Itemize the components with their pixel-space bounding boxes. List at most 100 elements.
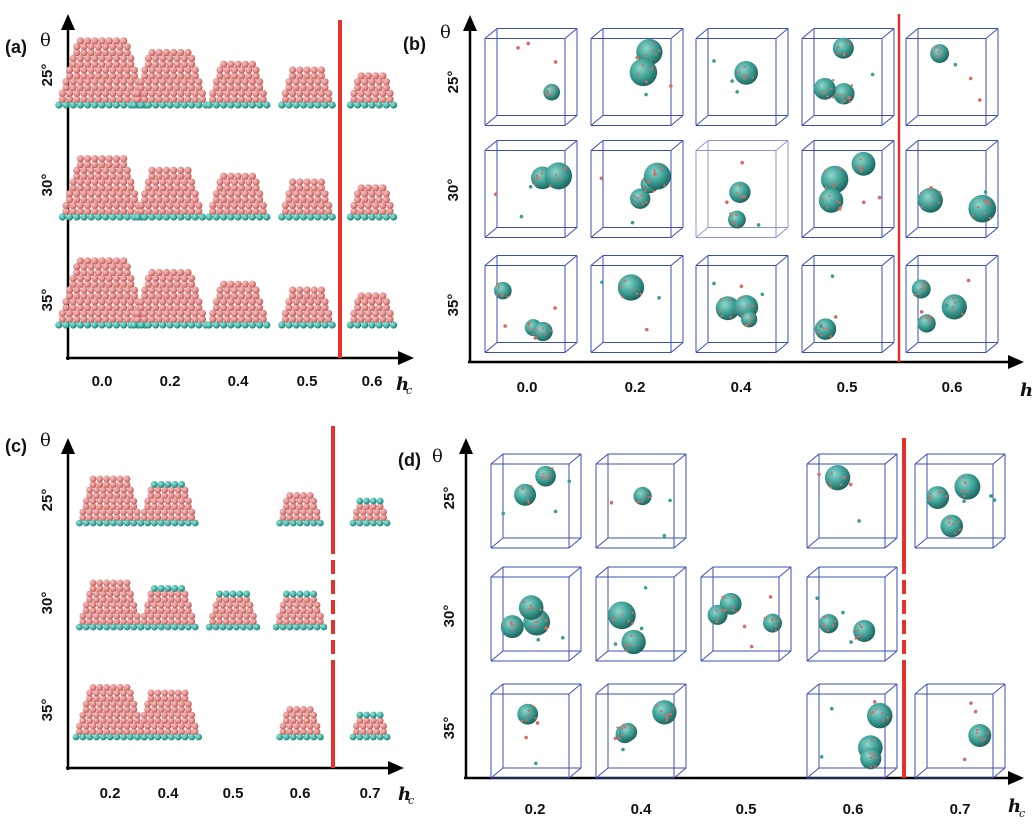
simulation-box-d-1-0 (490, 566, 582, 662)
y-axis-arrow-b (463, 15, 477, 31)
simulation-box-b-1-0 (484, 140, 578, 238)
x-axis-subscript-a: c (406, 384, 412, 397)
nanostructure-a-0-4 (346, 72, 398, 109)
y-tick-d-2: 35° (441, 717, 458, 740)
y-tick-c-1: 30° (39, 592, 56, 615)
box-grid-b (484, 28, 999, 353)
nanostructure-c-1-0 (76, 579, 145, 631)
nanostructure-a-1-2 (205, 172, 271, 221)
simulation-box-b-0-4 (905, 28, 999, 126)
x-tick-a-3: 0.5 (297, 373, 318, 390)
x-tick-b-3: 0.5 (837, 379, 858, 396)
panel-b: (b) θ h 0.0 0.2 0.4 0.5 0.6 25° 30° 35° (403, 14, 1033, 401)
simulation-box-b-0-3 (801, 28, 895, 126)
simulation-box-d-0-1 (595, 453, 687, 549)
panel-a: (a) θ h c 0.0 0.2 0.4 0.5 0.6 25° 30° 35… (5, 14, 414, 397)
x-tick-c-1: 0.4 (158, 785, 180, 802)
nanostructure-c-1-2 (205, 590, 261, 631)
x-tick-b-4: 0.6 (942, 379, 963, 396)
theta-symbol-a: θ (40, 30, 51, 51)
x-tick-a-4: 0.6 (362, 373, 383, 390)
x-tick-b-1: 0.2 (625, 379, 646, 396)
nanostructure-a-2-3 (278, 286, 336, 329)
x-tick-d-4: 0.7 (950, 801, 971, 818)
simulation-box-d-1-1 (595, 566, 687, 662)
simulation-box-d-2-4 (914, 683, 1006, 779)
x-tick-c-0: 0.2 (100, 785, 121, 802)
nanostructure-a-2-1 (130, 268, 210, 329)
nanostructure-c-0-1 (137, 481, 199, 527)
x-tick-b-2: 0.4 (731, 379, 753, 396)
nanostructure-c-2-0 (72, 684, 148, 741)
nanostructure-a-0-1 (130, 48, 210, 109)
x-axis-arrow-a (398, 351, 414, 365)
x-tick-d-2: 0.5 (736, 801, 757, 818)
theta-symbol-c: θ (40, 430, 51, 451)
simulation-box-b-1-2 (695, 140, 789, 238)
simulation-box-d-2-0 (490, 683, 582, 779)
y-axis-arrow-c (61, 438, 75, 454)
simulation-box-d-1-3 (806, 566, 898, 662)
panel-c: (c) θ h c 0.2 0.4 0.5 0.6 0.7 25° 30° 35… (5, 426, 414, 807)
x-tick-c-2: 0.5 (223, 785, 244, 802)
nanostructure-c-1-3 (272, 590, 328, 631)
simulation-box-b-0-2 (695, 28, 789, 126)
x-tick-d-0: 0.2 (525, 801, 546, 818)
simulation-box-d-1-2 (700, 566, 792, 662)
x-axis-arrow-d (1008, 771, 1024, 785)
simulation-box-b-1-1 (590, 140, 684, 238)
x-tick-c-4: 0.7 (360, 785, 381, 802)
simulation-box-b-2-1 (590, 255, 684, 353)
y-axis-arrow-a (61, 14, 75, 30)
simulation-box-d-0-0 (490, 453, 582, 549)
structure-grid-a (55, 37, 398, 329)
x-tick-a-1: 0.2 (160, 373, 181, 390)
simulation-box-d-2-1 (595, 683, 687, 779)
theta-symbol-b: θ (440, 22, 451, 43)
x-axis-symbol-a: h (396, 374, 409, 395)
y-axis-arrow-d (459, 438, 473, 454)
nanostructure-c-0-3 (276, 492, 324, 527)
panel-label-c: (c) (5, 436, 27, 456)
y-tick-a-0: 25° (39, 64, 56, 87)
nanostructure-a-2-4 (346, 292, 398, 329)
x-axis-subscript-d: c (1019, 807, 1025, 820)
nanostructure-c-0-0 (76, 475, 145, 527)
x-tick-d-1: 0.4 (631, 801, 653, 818)
y-tick-d-0: 25° (441, 487, 458, 510)
simulation-box-b-2-0 (484, 255, 578, 353)
simulation-box-d-2-3 (806, 683, 898, 779)
structure-grid-c (72, 475, 391, 741)
simulation-box-b-1-4 (905, 140, 999, 238)
nanostructure-a-1-1 (134, 166, 206, 221)
simulation-box-d-0-3 (806, 453, 898, 549)
nanostructure-a-2-2 (205, 280, 271, 329)
nanostructure-a-2-0 (55, 257, 149, 329)
y-tick-b-2: 35° (445, 294, 462, 317)
nanostructure-c-2-3 (276, 706, 324, 741)
x-axis-arrow-c (388, 761, 404, 775)
nanostructure-c-2-1 (134, 689, 203, 741)
box-grid-d (490, 453, 1006, 779)
simulation-box-b-0-1 (590, 28, 684, 126)
x-axis-arrow-b (1008, 355, 1024, 369)
y-tick-b-1: 30° (445, 179, 462, 202)
y-tick-b-0: 25° (445, 71, 462, 94)
nanostructure-a-1-4 (346, 184, 398, 221)
x-axis-subscript-c: c (408, 794, 414, 807)
nanostructure-a-1-3 (278, 178, 336, 221)
x-axis-symbol-d: h (1008, 796, 1021, 817)
simulation-box-b-2-3 (801, 255, 895, 353)
y-tick-c-0: 25° (39, 489, 56, 512)
panel-label-d: (d) (398, 450, 421, 470)
x-axis-symbol-b: h (1020, 380, 1033, 401)
simulation-box-b-2-2 (695, 255, 789, 353)
panel-label-a: (a) (5, 37, 27, 57)
theta-symbol-d: θ (432, 446, 443, 467)
nanostructure-a-0-2 (205, 60, 271, 109)
nanostructure-a-1-0 (58, 155, 146, 221)
x-tick-b-0: 0.0 (517, 379, 538, 396)
nanostructure-c-0-4 (349, 497, 391, 527)
simulation-box-b-2-4 (905, 255, 999, 353)
